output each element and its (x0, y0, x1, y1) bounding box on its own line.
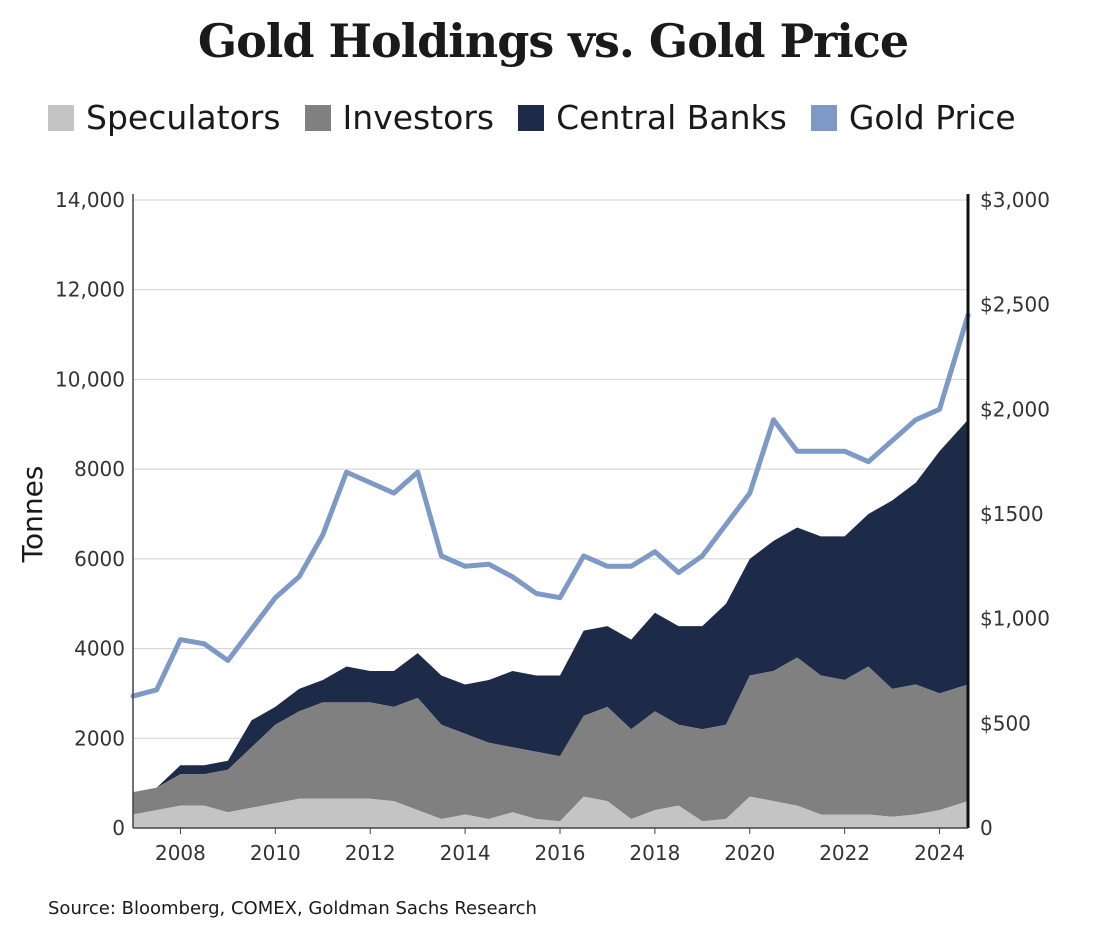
y-tick-label: 8000 (74, 457, 125, 481)
x-tick-label: 2016 (535, 841, 586, 865)
y-tick-label: 10,000 (55, 367, 125, 391)
x-tick-label: 2008 (155, 841, 206, 865)
y2-tick-label: $3,000 (980, 188, 1050, 212)
y2-tick-label: $2,500 (980, 293, 1050, 317)
legend-swatch-speculators (48, 104, 74, 131)
y-tick-label: 14,000 (55, 188, 125, 212)
legend-swatch-central-banks (518, 104, 545, 131)
y-tick-label: 12,000 (55, 278, 125, 302)
chart-plot: 0 2000 4000 6000 8000 10,000 12,000 14,000 0 $500… (16, 188, 1050, 865)
area-central-banks (133, 419, 968, 793)
x-tick-label: 2010 (250, 841, 301, 865)
legend-item-gold-price: Gold Price (810, 98, 1016, 137)
y-tick-label: 0 (112, 816, 125, 840)
y2-tick-label: $2,000 (980, 397, 1050, 421)
x-tick-label: 2024 (914, 841, 965, 865)
legend-item-central-banks: Central Banks (518, 98, 787, 137)
legend-item-speculators: Speculators (48, 98, 281, 137)
legend-label-investors: Investors (342, 98, 495, 137)
area-investors (133, 657, 968, 822)
x-tick-label: 2022 (819, 841, 870, 865)
legend-label-central-banks: Central Banks (556, 98, 787, 137)
y-tick-label: 2000 (74, 726, 125, 750)
legend: Speculators Investors Central Banks Gold… (48, 98, 1040, 137)
x-tick-label: 2020 (724, 841, 775, 865)
chart-title: Gold Holdings vs. Gold Price (197, 14, 909, 68)
y-tick-label: 6000 (74, 547, 125, 571)
x-tick-label: 2014 (440, 841, 491, 865)
legend-item-investors: Investors (304, 98, 495, 137)
legend-swatch-investors (304, 104, 331, 131)
y2-tick-label: $1500 (980, 502, 1044, 526)
x-tick-label: 2012 (345, 841, 396, 865)
y-axis-title: Tonnes (16, 466, 49, 564)
source-note: Source: Bloomberg, COMEX, Goldman Sachs … (48, 898, 537, 919)
legend-swatch-gold-price (810, 104, 837, 131)
line-gold-price (130, 312, 971, 699)
x-tick-label: 2018 (629, 841, 680, 865)
y2-tick-label: 0 (980, 816, 993, 840)
y2-tick-label: $1,000 (980, 607, 1050, 631)
legend-label-gold-price: Gold Price (848, 98, 1016, 137)
area-speculators (133, 796, 968, 828)
legend-label-speculators: Speculators (86, 98, 281, 137)
y2-tick-label: $500 (980, 711, 1031, 735)
y-tick-label: 4000 (74, 637, 125, 661)
